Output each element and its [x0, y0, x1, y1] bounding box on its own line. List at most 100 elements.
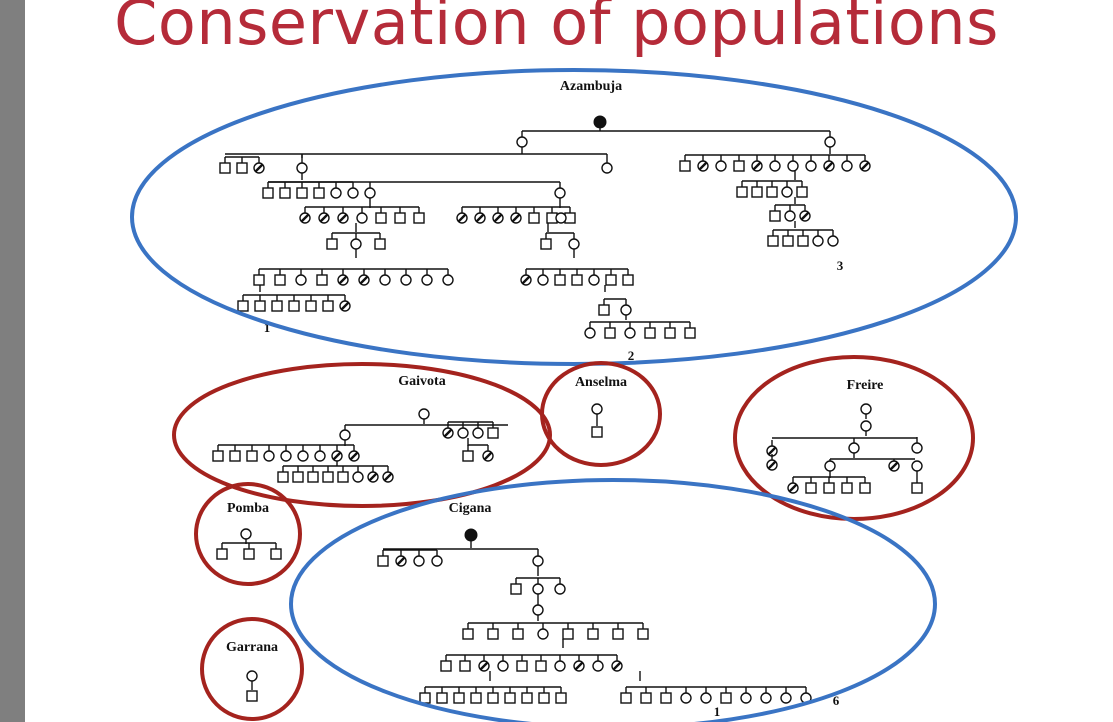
- female-symbol: [364, 187, 376, 199]
- female-symbol: [532, 583, 544, 595]
- male-symbol: [462, 628, 474, 640]
- male-symbol: [751, 186, 763, 198]
- azambuja-line-2-label: 2: [628, 348, 635, 363]
- male-symbol: [326, 238, 338, 250]
- male-symbol: [470, 692, 482, 704]
- female-symbol: [418, 408, 430, 420]
- male-symbol: [413, 212, 425, 224]
- female-symbol: [356, 212, 368, 224]
- male-symbol: [271, 300, 283, 312]
- female-symbol: [715, 160, 727, 172]
- male-symbol: [521, 692, 533, 704]
- male-symbol: [296, 187, 308, 199]
- male-symbol: [453, 692, 465, 704]
- female-symbol: [568, 238, 580, 250]
- female-symbol: [350, 238, 362, 250]
- male-symbol: [562, 628, 574, 640]
- left-accent-bar: [0, 0, 25, 722]
- male-symbol: [462, 450, 474, 462]
- female-symbol: [592, 660, 604, 672]
- female-symbol: [601, 162, 613, 174]
- male-symbol: [679, 160, 691, 172]
- slide-title: Conservation of populations: [114, 0, 999, 59]
- male-symbol: [510, 583, 522, 595]
- male-symbol: [733, 160, 745, 172]
- female-symbol: [379, 274, 391, 286]
- label-anselma: Anselma: [575, 375, 627, 390]
- label-freire: Freire: [847, 378, 884, 393]
- male-symbol: [587, 628, 599, 640]
- male-symbol: [612, 628, 624, 640]
- male-symbol: [512, 628, 524, 640]
- male-symbol: [555, 692, 567, 704]
- male-symbol: [440, 660, 452, 672]
- female-symbol: [516, 136, 528, 148]
- male-symbol: [528, 212, 540, 224]
- male-symbol: [394, 212, 406, 224]
- male-symbol: [644, 327, 656, 339]
- male-symbol: [769, 210, 781, 222]
- male-symbol: [270, 548, 282, 560]
- male-symbol: [337, 471, 349, 483]
- label-garrana: Garrana: [226, 640, 278, 655]
- male-symbol: [459, 660, 471, 672]
- female-symbol: [296, 162, 308, 174]
- male-symbol: [622, 274, 634, 286]
- female-symbol: [497, 660, 509, 672]
- male-symbol: [316, 274, 328, 286]
- male-symbol: [377, 555, 389, 567]
- male-symbol: [796, 186, 808, 198]
- male-symbol: [487, 692, 499, 704]
- male-symbol: [277, 471, 289, 483]
- female-symbol: [352, 471, 364, 483]
- pomba-ring: [194, 482, 302, 586]
- cigana-ring: [289, 478, 937, 722]
- female-symbol: [860, 403, 872, 415]
- male-symbol: [684, 327, 696, 339]
- female-symbol: [421, 274, 433, 286]
- male-symbol: [660, 692, 672, 704]
- female-symbol: [240, 528, 252, 540]
- male-symbol: [419, 692, 431, 704]
- male-symbol: [571, 274, 583, 286]
- female-symbol: [591, 403, 603, 415]
- female-symbol: [246, 670, 258, 682]
- male-symbol: [274, 274, 286, 286]
- male-symbol: [637, 628, 649, 640]
- label-gaivota: Gaivota: [398, 374, 445, 389]
- female-symbol: [740, 692, 752, 704]
- male-symbol: [554, 274, 566, 286]
- male-symbol: [720, 692, 732, 704]
- female-symbol: [680, 692, 692, 704]
- female-symbol: [295, 274, 307, 286]
- male-symbol: [243, 548, 255, 560]
- male-symbol: [767, 235, 779, 247]
- male-symbol: [504, 692, 516, 704]
- male-symbol: [436, 692, 448, 704]
- female-symbol: [554, 187, 566, 199]
- male-symbol: [279, 187, 291, 199]
- male-symbol: [664, 327, 676, 339]
- male-symbol: [538, 692, 550, 704]
- male-symbol: [253, 274, 265, 286]
- female-symbol: [457, 427, 469, 439]
- founder-symbol: [464, 528, 478, 542]
- female-symbol: [784, 210, 796, 222]
- male-symbol: [487, 427, 499, 439]
- female-symbol: [781, 186, 793, 198]
- male-symbol: [229, 450, 241, 462]
- female-symbol: [620, 304, 632, 316]
- male-symbol: [841, 482, 853, 494]
- female-symbol: [554, 660, 566, 672]
- male-symbol: [640, 692, 652, 704]
- female-symbol: [263, 450, 275, 462]
- female-symbol: [554, 583, 566, 595]
- male-symbol: [305, 300, 317, 312]
- azambuja-line-3-label: 3: [837, 258, 844, 273]
- male-symbol: [823, 482, 835, 494]
- female-symbol: [812, 235, 824, 247]
- female-symbol: [700, 692, 712, 704]
- female-symbol: [841, 160, 853, 172]
- male-symbol: [236, 162, 248, 174]
- female-symbol: [760, 692, 772, 704]
